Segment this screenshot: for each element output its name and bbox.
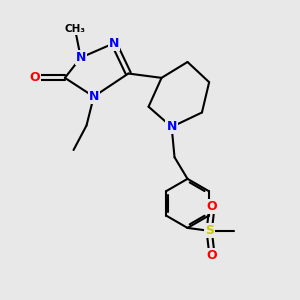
Text: N: N xyxy=(109,37,119,50)
Text: CH₃: CH₃ xyxy=(64,24,86,34)
Text: O: O xyxy=(207,249,218,262)
Text: O: O xyxy=(207,200,218,213)
Text: N: N xyxy=(167,120,177,134)
Text: N: N xyxy=(88,90,99,103)
Text: N: N xyxy=(76,51,86,64)
Text: O: O xyxy=(29,71,40,84)
Text: S: S xyxy=(205,224,214,237)
